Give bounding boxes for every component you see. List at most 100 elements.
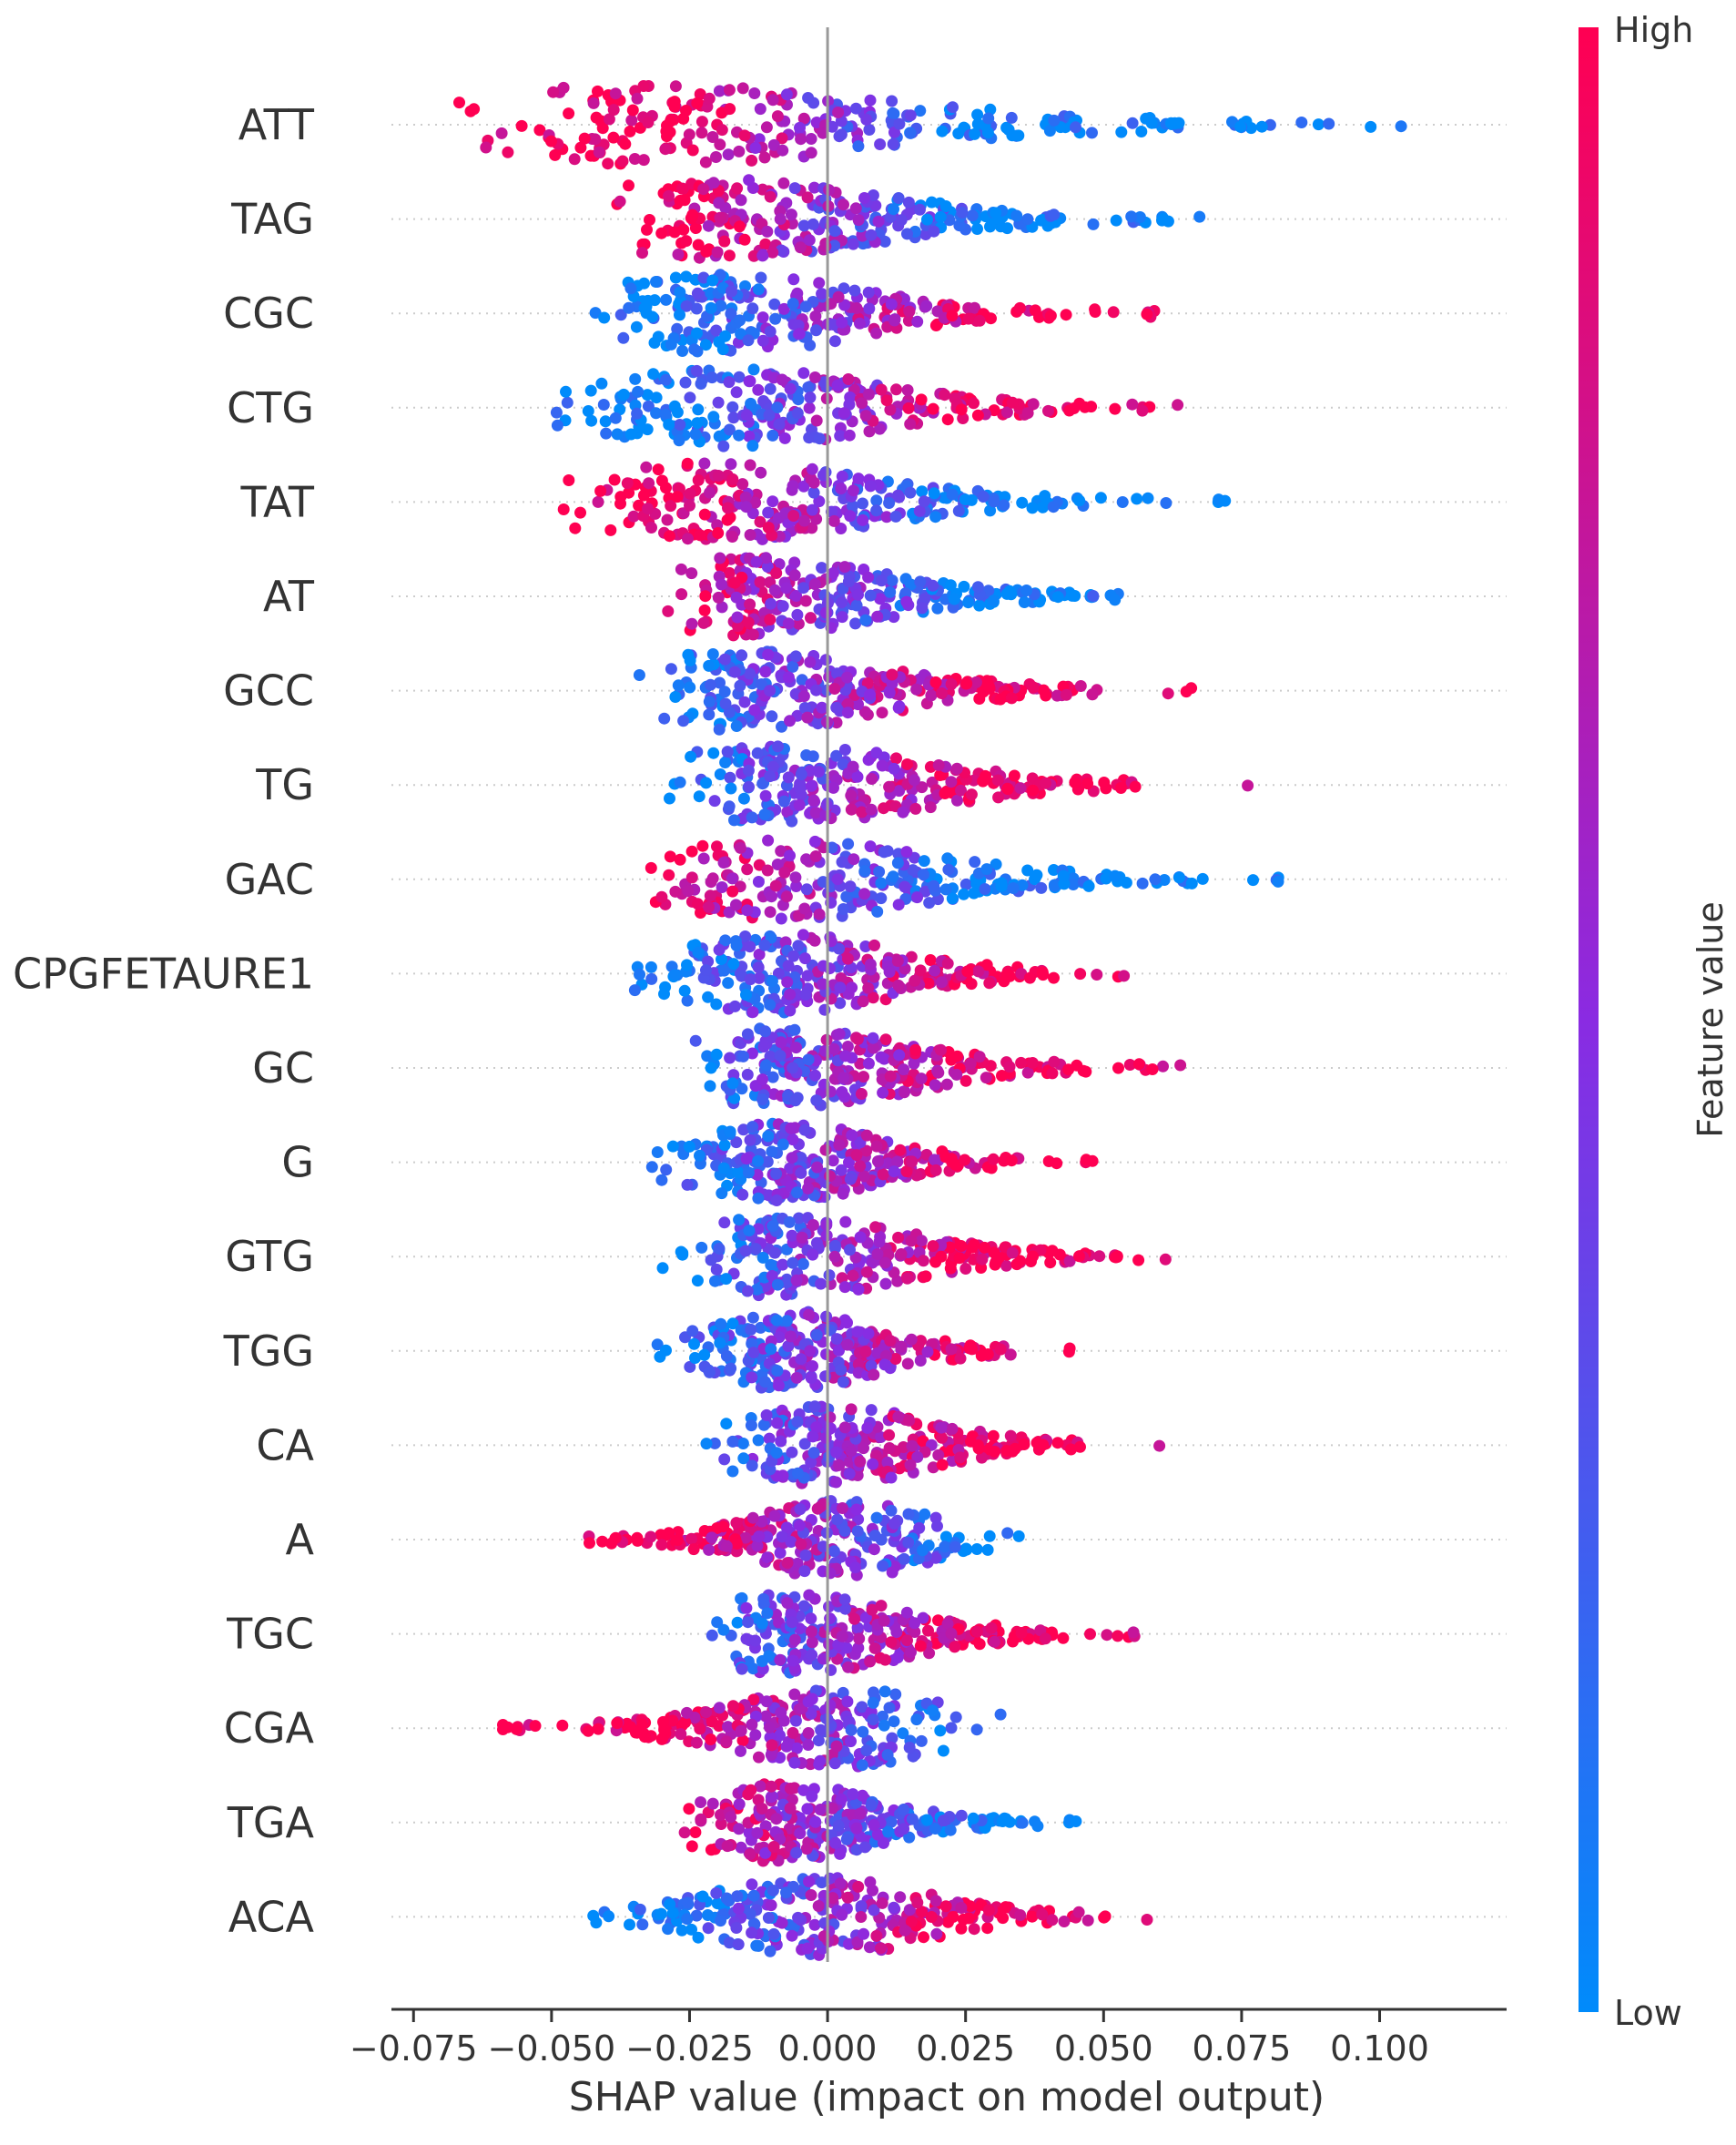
- shap-point: [878, 1358, 890, 1370]
- shap-point: [645, 522, 657, 534]
- shap-point: [749, 1729, 761, 1741]
- shap-point: [831, 1514, 843, 1526]
- shap-point: [902, 1357, 914, 1369]
- shap-point: [1013, 1530, 1025, 1542]
- shap-point: [926, 197, 938, 208]
- shap-point: [988, 495, 1000, 507]
- shap-point: [786, 1447, 797, 1459]
- shap-point: [712, 247, 724, 259]
- shap-point: [750, 1243, 762, 1255]
- shap-point: [877, 1087, 888, 1099]
- shap-point: [714, 1337, 726, 1349]
- shap-point: [937, 1459, 949, 1471]
- shap-point: [689, 1826, 701, 1838]
- shap-point: [714, 944, 726, 956]
- shap-point: [1004, 1061, 1016, 1072]
- shap-point: [710, 151, 722, 163]
- shap-point: [865, 840, 877, 852]
- shap-point: [764, 410, 776, 422]
- shap-point: [558, 503, 570, 515]
- shap-point: [955, 1240, 967, 1252]
- shap-point: [938, 1815, 949, 1826]
- shap-point: [771, 1315, 783, 1327]
- shap-point: [681, 1707, 693, 1719]
- shap-point: [860, 114, 872, 126]
- shap-point: [996, 1070, 1008, 1082]
- shap-point: [807, 463, 818, 475]
- shap-point: [790, 650, 802, 662]
- shap-point: [758, 940, 770, 951]
- shap-point: [1111, 215, 1122, 227]
- shap-point: [746, 1419, 757, 1431]
- shap-point: [980, 770, 991, 782]
- shap-point: [737, 1438, 749, 1449]
- shap-point: [828, 1545, 840, 1557]
- shap-point: [804, 391, 816, 403]
- shap-point: [645, 973, 657, 985]
- shap-point: [741, 1153, 753, 1164]
- shap-point: [829, 1757, 841, 1769]
- shap-point: [850, 1504, 862, 1516]
- shap-point: [740, 1245, 752, 1256]
- shap-point: [930, 676, 942, 688]
- shap-point: [1142, 493, 1154, 504]
- shap-point: [746, 440, 758, 452]
- shap-point: [898, 881, 910, 893]
- shap-point: [1044, 125, 1056, 137]
- shap-point: [762, 507, 774, 519]
- shap-point: [713, 592, 725, 604]
- shap-point: [870, 504, 882, 516]
- shap-point: [743, 781, 755, 793]
- shap-point: [552, 420, 563, 432]
- shap-point: [831, 1741, 843, 1753]
- shap-point: [691, 417, 703, 429]
- shap-point: [877, 760, 888, 772]
- shap-point: [749, 1635, 761, 1647]
- shap-point: [974, 315, 986, 327]
- shap-point: [800, 300, 812, 312]
- shap-point: [560, 386, 572, 398]
- shap-point: [676, 183, 688, 195]
- shap-point: [929, 487, 940, 499]
- shap-point: [868, 1697, 879, 1709]
- shap-point: [747, 1347, 759, 1358]
- shap-point: [700, 964, 712, 976]
- shap-point: [733, 1214, 745, 1225]
- shap-point: [726, 1077, 738, 1089]
- shap-point: [942, 958, 954, 970]
- shap-point: [731, 1538, 743, 1550]
- shap-point: [958, 581, 970, 593]
- shap-point: [693, 947, 705, 959]
- shap-point: [660, 409, 672, 421]
- shap-point: [1150, 873, 1162, 885]
- shap-point: [669, 969, 681, 981]
- shap-point: [928, 403, 939, 415]
- shap-point: [771, 1194, 783, 1206]
- shap-point: [756, 1093, 768, 1105]
- shap-point: [634, 669, 645, 681]
- shap-point: [684, 500, 695, 512]
- shap-point: [867, 1459, 878, 1470]
- shap-point: [927, 1240, 939, 1252]
- shap-point: [632, 93, 644, 105]
- shap-point: [788, 1757, 800, 1769]
- shap-point: [1030, 304, 1041, 316]
- shap-point: [1087, 1155, 1099, 1167]
- shap-point: [761, 121, 773, 133]
- shap-point: [776, 1036, 787, 1048]
- shap-point: [887, 574, 898, 586]
- shap-point: [765, 1343, 777, 1355]
- shap-point: [888, 203, 899, 215]
- shap-point: [585, 415, 597, 427]
- shap-point: [862, 982, 874, 994]
- shap-point: [610, 412, 622, 424]
- shap-point: [836, 128, 848, 140]
- shap-point: [867, 1604, 878, 1616]
- shap-point: [655, 1174, 667, 1186]
- shap-point: [722, 502, 734, 513]
- shap-point: [744, 598, 756, 610]
- shap-point: [676, 345, 688, 357]
- shap-point: [673, 679, 685, 691]
- shap-point: [941, 1079, 953, 1091]
- shap-point: [928, 880, 939, 892]
